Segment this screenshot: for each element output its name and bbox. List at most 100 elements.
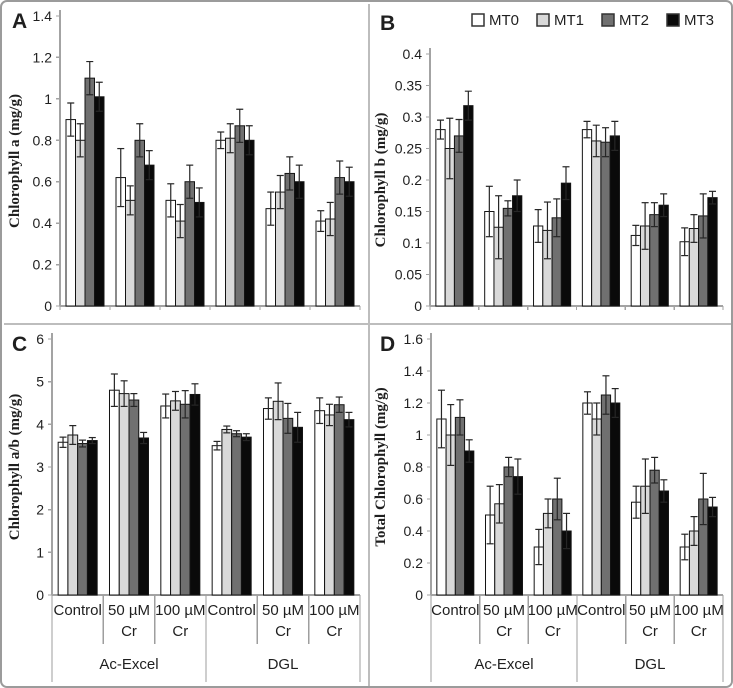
- panel-letter: B: [380, 12, 395, 35]
- bar-mt2-group5: [649, 469, 660, 596]
- error-bar-mt3-group3: [562, 166, 570, 201]
- error-bar-mt3-group6: [709, 190, 717, 205]
- category-label: Cr: [691, 623, 707, 640]
- error-bar-mt1-group2: [126, 185, 134, 216]
- error-bar-mt1-group5: [641, 458, 649, 514]
- y-tick-label: 1: [36, 544, 44, 560]
- error-bar-mt3-group5: [295, 164, 303, 199]
- error-bar-mt0-group2: [117, 147, 125, 208]
- bar-mt1-group6: [324, 414, 335, 596]
- bar-mt3-group1: [94, 96, 105, 307]
- bar-mt3-group6: [344, 181, 355, 307]
- y-tick-label: 0.4: [403, 46, 423, 62]
- bar-mt2-group3: [179, 403, 191, 596]
- error-bar-mt2-group2: [504, 200, 512, 217]
- error-bar-mt0-group5: [632, 485, 640, 519]
- error-bar-mt3-group6: [345, 411, 353, 428]
- error-bar-mt2-group6: [336, 160, 344, 195]
- category-label: Cr: [172, 623, 188, 640]
- y-tick-label: 2: [36, 502, 44, 518]
- bar-mt3-group5: [294, 181, 305, 307]
- bar-mt3-group2: [512, 195, 523, 307]
- bar-mt1-group4: [591, 418, 602, 596]
- bar-mt3-group3: [194, 201, 205, 307]
- error-bar-mt3-group3: [191, 383, 199, 406]
- error-bar-mt2-group5: [650, 202, 658, 228]
- category-label: Control: [577, 602, 625, 619]
- bar-mt0-group5: [262, 408, 274, 596]
- bar-mt0-group6: [315, 220, 326, 307]
- error-bar-mt1-group2: [495, 484, 503, 524]
- y-tick-label: 0.35: [395, 78, 422, 94]
- error-bar-mt0-group6: [681, 533, 689, 561]
- bar-mt1-group1: [75, 139, 86, 307]
- error-bar-mt3-group4: [245, 125, 253, 156]
- error-bar-mt0-group2: [110, 373, 118, 408]
- category-label: Control: [53, 602, 101, 619]
- error-bar-mt3-group2: [145, 150, 153, 181]
- category-label: 50 µM: [108, 602, 150, 619]
- y-tick-label: 1.4: [404, 363, 424, 379]
- y-tick-label: 1.4: [33, 8, 53, 24]
- bar-mt0-group4: [581, 129, 593, 307]
- panel-letter: D: [380, 333, 395, 356]
- bar-mt1-group4: [591, 140, 602, 307]
- bar-mt2-group1: [84, 77, 95, 307]
- bar-mt3-group1: [86, 440, 98, 596]
- bar-mt2-group2: [128, 399, 140, 596]
- error-bar-mt2-group1: [79, 439, 87, 448]
- bar-mt2-group2: [134, 139, 145, 307]
- group-label-dgl: DGL: [268, 656, 299, 673]
- legend-swatch-mt3: [666, 13, 680, 27]
- bar-mt2-group3: [184, 181, 195, 307]
- error-bar-mt0-group2: [485, 185, 493, 238]
- y-tick-label: 0.1: [403, 235, 423, 251]
- panel-a-plot: 0 0.2 0.4 0.6 0.8 1 1.2 1.4 Chlorophyll a (mg/g)…: [7, 8, 361, 314]
- bar-mt2-group1: [77, 443, 88, 596]
- y-tick-label: 6: [36, 331, 44, 347]
- error-bar-mt2-group4: [236, 108, 244, 143]
- panel-b-plot: 0 0.05 0.1 0.15 0.2 0.25 0.3 0.35 0.4 Chlorophyll…: [373, 12, 724, 314]
- error-bar-mt2-group3: [553, 198, 561, 238]
- error-bar-mt2-group6: [335, 396, 343, 413]
- error-bar-mt1-group3: [544, 498, 552, 529]
- y-tick-label: 3: [36, 459, 44, 475]
- bar-mt2-group6: [334, 177, 345, 307]
- category-label: Cr: [275, 623, 291, 640]
- error-bar-mt3-group3: [195, 187, 203, 218]
- y-tick-label: 1.2: [33, 49, 53, 65]
- error-bar-mt2-group2: [136, 123, 144, 158]
- bar-mt0-group4: [215, 139, 226, 307]
- error-bar-mt2-group5: [651, 456, 659, 484]
- panel-divider-vertical: [368, 4, 370, 686]
- legend-label-mt1: MT1: [554, 12, 584, 29]
- legend-swatch-mt0: [471, 13, 485, 27]
- panel-d-total-chlorophyll-chart: 0 0.2 0.4 0.6 0.8 1 1.2 1.4 1.6 Total Chlorophyll…: [370, 325, 731, 686]
- error-bar-mt1-group6: [690, 214, 698, 243]
- error-bar-mt0-group4: [213, 440, 221, 451]
- bar-mt3-group6: [707, 506, 718, 596]
- category-label: Control: [207, 602, 255, 619]
- y-tick-label: 5: [36, 374, 44, 390]
- panel-c-chlorophyll-ab-ratio-chart: 0 1 2 3 4 5 6 Chlorophyll a/b (mg/g) C Control 50 …: [4, 325, 368, 686]
- bar-mt3-group1: [464, 450, 475, 596]
- error-bar-mt0-group2: [486, 485, 494, 545]
- category-label: Cr: [642, 623, 658, 640]
- bar-mt1-group2: [125, 199, 136, 307]
- bar-mt3-group6: [343, 419, 355, 596]
- bar-mt1-group4: [221, 428, 233, 596]
- error-bar-mt0-group5: [264, 397, 272, 420]
- y-tick-label: 0.8: [33, 132, 53, 148]
- error-bar-mt2-group1: [86, 60, 94, 96]
- error-bar-mt2-group4: [602, 375, 610, 415]
- error-bar-mt2-group5: [284, 402, 292, 434]
- bar-mt1-group3: [170, 400, 181, 596]
- error-bar-mt0-group4: [583, 391, 591, 415]
- error-bar-mt2-group6: [699, 472, 707, 526]
- y-tick-label: 0.4: [33, 215, 53, 231]
- error-bar-mt1-group4: [593, 402, 601, 436]
- y-axis-title: Chlorophyll b (mg/g): [373, 113, 389, 248]
- error-bar-mt3-group1: [464, 90, 472, 121]
- panel-c-plot: 0 1 2 3 4 5 6 Chlorophyll a/b (mg/g) C Control 50 …: [7, 331, 361, 682]
- y-axis-title: Total Chlorophyll (mg/g): [373, 387, 389, 546]
